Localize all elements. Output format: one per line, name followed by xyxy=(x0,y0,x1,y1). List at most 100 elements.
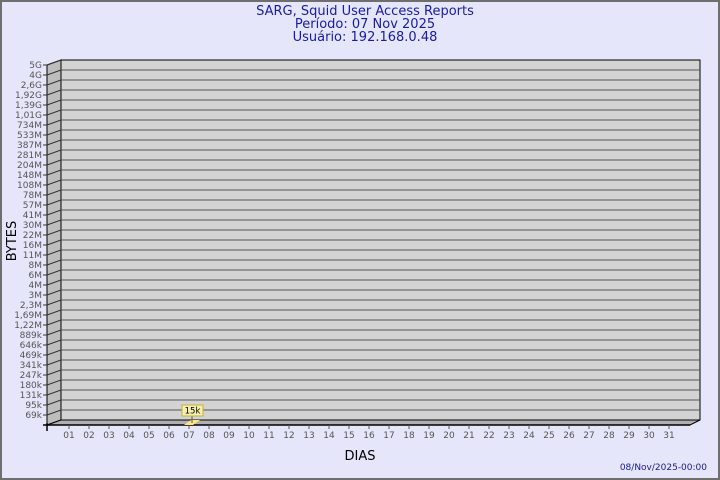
y-grid-diagonal xyxy=(46,259,62,266)
y-grid-diagonal xyxy=(46,169,62,176)
chart-subtitle-user: Usuário: 192.168.0.48 xyxy=(293,30,438,45)
y-grid-diagonal xyxy=(46,239,62,246)
y-grid-diagonal xyxy=(46,59,62,66)
x-tick-label: 06 xyxy=(163,431,175,441)
y-grid-diagonal xyxy=(46,399,62,406)
y-grid-diagonal xyxy=(46,189,62,196)
x-axis-label: DIAS xyxy=(345,449,376,464)
y-grid-diagonal xyxy=(46,109,62,116)
y-tick-label: 4M xyxy=(29,281,43,291)
x-tick-label: 01 xyxy=(63,431,74,441)
y-grid-diagonal xyxy=(46,159,62,166)
y-tick-label: 1,22M xyxy=(14,321,42,331)
y-grid-diagonal xyxy=(46,199,62,206)
y-tick-label: 180k xyxy=(20,381,43,391)
x-tick-label: 04 xyxy=(123,431,135,441)
y-tick-label: 78M xyxy=(23,191,42,201)
x-tick-label: 05 xyxy=(143,431,154,441)
y-tick-label: 1,39G xyxy=(15,101,42,111)
y-tick-label: 387M xyxy=(17,141,42,151)
y-tick-label: 281M xyxy=(17,151,42,161)
y-tick-label: 469k xyxy=(20,351,43,361)
y-grid-diagonal xyxy=(46,329,62,336)
y-tick-label: 95k xyxy=(25,401,42,411)
x-tick-label: 20 xyxy=(443,431,455,441)
x-tick-label: 12 xyxy=(283,431,294,441)
x-tick-label: 30 xyxy=(643,431,655,441)
x-tick-label: 21 xyxy=(463,431,474,441)
x-tick-label: 07 xyxy=(183,431,194,441)
y-tick-label: 30M xyxy=(23,221,42,231)
y-grid-diagonal xyxy=(46,379,62,386)
x-tick-label: 09 xyxy=(223,431,235,441)
y-tick-label: 4G xyxy=(29,71,42,81)
y-tick-label: 41M xyxy=(23,211,42,221)
y-tick-label: 131k xyxy=(20,391,43,401)
x-tick-label: 19 xyxy=(423,431,435,441)
y-grid-diagonal xyxy=(46,139,62,146)
y-grid-diagonal xyxy=(46,149,62,156)
data-label-box xyxy=(181,404,204,417)
y-grid-diagonal xyxy=(46,269,62,276)
y-grid-diagonal xyxy=(46,369,62,376)
y-grid-diagonal xyxy=(46,409,62,416)
y-grid-diagonal xyxy=(46,219,62,226)
y-grid-diagonal xyxy=(46,339,62,346)
y-grid-diagonal xyxy=(46,229,62,236)
x-tick-label: 10 xyxy=(243,431,255,441)
x-tick-label: 03 xyxy=(103,431,114,441)
y-grid-diagonal xyxy=(46,289,62,296)
y-tick-label: 1,92G xyxy=(15,91,42,101)
y-grid-diagonal xyxy=(46,319,62,326)
y-axis-label: BYTES xyxy=(5,221,20,262)
x-tick-label: 11 xyxy=(263,431,274,441)
x-tick-label: 18 xyxy=(403,431,415,441)
y-grid-diagonal xyxy=(46,99,62,106)
y-tick-label: 2,6G xyxy=(21,81,42,91)
y-grid-diagonal xyxy=(46,209,62,216)
x-tick-label: 27 xyxy=(583,431,594,441)
y-tick-label: 2,3M xyxy=(20,301,42,311)
y-grid-diagonal xyxy=(46,119,62,126)
y-grid-diagonal xyxy=(46,79,62,86)
x-tick-label: 28 xyxy=(603,431,615,441)
y-tick-label: 22M xyxy=(23,231,42,241)
y-tick-label: 69k xyxy=(25,411,42,421)
y-tick-label: 533M xyxy=(17,131,42,141)
y-grid-diagonal xyxy=(46,389,62,396)
x-tick-label: 25 xyxy=(543,431,554,441)
y-grid-diagonal xyxy=(46,299,62,306)
y-tick-label: 1,69M xyxy=(14,311,42,321)
x-tick-label: 17 xyxy=(383,431,394,441)
x-tick-label: 15 xyxy=(343,431,354,441)
x-tick-label: 29 xyxy=(623,431,635,441)
y-tick-label: 57M xyxy=(23,201,42,211)
y-tick-label: 3M xyxy=(29,291,43,301)
y-tick-label: 16M xyxy=(23,241,42,251)
y-tick-label: 148M xyxy=(17,171,42,181)
y-tick-label: 5G xyxy=(29,61,42,71)
x-tick-label: 13 xyxy=(303,431,314,441)
timestamp: 08/Nov/2025-00:00 xyxy=(620,463,707,473)
y-grid-diagonal xyxy=(46,249,62,256)
y-tick-label: 11M xyxy=(23,251,42,261)
y-grid-diagonal xyxy=(46,89,62,96)
y-tick-label: 247k xyxy=(20,371,43,381)
x-tick-label: 02 xyxy=(83,431,94,441)
x-tick-label: 08 xyxy=(203,431,215,441)
x-tick-label: 31 xyxy=(663,431,674,441)
y-grid-diagonal xyxy=(46,359,62,366)
y-grid-diagonal xyxy=(46,279,62,286)
y-tick-label: 889k xyxy=(20,331,43,341)
chart-title: SARG, Squid User Access Reports xyxy=(256,4,474,19)
y-tick-label: 1,01G xyxy=(15,111,42,121)
y-grid-diagonal xyxy=(46,69,62,76)
y-tick-label: 734M xyxy=(17,121,42,131)
y-tick-label: 341k xyxy=(20,361,43,371)
y-tick-label: 8M xyxy=(29,261,43,271)
x-tick-label: 14 xyxy=(323,431,335,441)
data-label: 15k xyxy=(185,407,201,417)
y-tick-label: 646k xyxy=(20,341,43,351)
y-grid-diagonal xyxy=(46,179,62,186)
